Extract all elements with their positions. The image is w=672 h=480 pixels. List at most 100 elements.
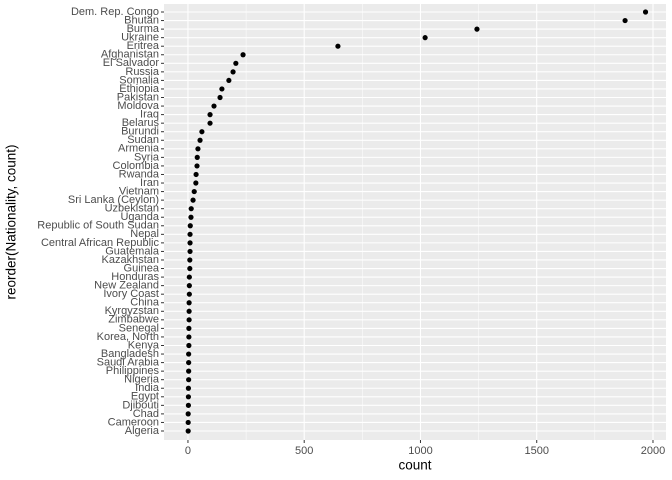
y-tick-label: Iran (140, 177, 159, 189)
y-tick-label: Philippines (106, 365, 160, 377)
point (186, 334, 192, 340)
y-tick-label: Uzbekistan (105, 203, 159, 215)
point (219, 86, 225, 92)
point (194, 163, 200, 169)
y-tick-label: Syria (134, 151, 160, 163)
y-tick-label: Iraq (140, 109, 159, 121)
point (186, 308, 192, 314)
panel (164, 4, 666, 440)
y-tick-label: El Salvador (103, 57, 160, 69)
y-tick-label: Somalia (119, 74, 160, 86)
y-tick-label: Guatemala (105, 245, 160, 257)
point (207, 120, 213, 126)
point (622, 17, 628, 24)
y-tick-label: Russia (125, 66, 160, 78)
y-tick-label: Nepal (130, 228, 159, 240)
y-tick-label: Kenya (128, 339, 160, 351)
y-tick-label: Sudan (127, 134, 159, 146)
point (188, 206, 194, 212)
y-tick-label: Algeria (125, 425, 160, 437)
y-tick-label: Colombia (113, 160, 160, 172)
y-tick-label: Bangladesh (101, 348, 159, 360)
x-tick-label: 500 (295, 445, 313, 457)
y-tick-label: Zimbabwe (108, 314, 159, 326)
y-tick-label: Cameroon (108, 416, 159, 428)
y-tick-label: Vietnam (119, 185, 159, 197)
point (185, 419, 191, 426)
point (186, 377, 192, 383)
y-tick-label: Kazakhstan (102, 254, 159, 266)
y-tick-label: Bhutan (124, 14, 159, 26)
point (217, 94, 223, 101)
point (193, 171, 199, 178)
point (194, 154, 200, 160)
x-tick-label: 1000 (408, 445, 432, 457)
point (422, 35, 428, 41)
y-tick-label: Armenia (118, 143, 160, 155)
point (187, 240, 193, 246)
point (187, 223, 193, 229)
y-tick-label: Uganda (120, 211, 159, 223)
point (197, 137, 203, 143)
y-tick-label: Egypt (131, 391, 159, 403)
y-tick-label: Burundi (121, 126, 159, 138)
point (185, 402, 192, 408)
point (642, 9, 649, 15)
point (185, 394, 192, 400)
x-tick-label: 2000 (641, 445, 665, 457)
y-tick-label: Honduras (111, 271, 159, 283)
point (187, 257, 193, 263)
y-tick-label: Ukraine (121, 32, 159, 44)
point (186, 325, 192, 331)
y-tick-label: Nigeria (124, 374, 160, 386)
y-tick-label: New Zealand (94, 280, 159, 292)
point (199, 129, 205, 135)
point (185, 428, 191, 434)
y-tick-label: Republic of South Sudan (37, 220, 159, 232)
y-tick-label: Moldova (117, 100, 159, 112)
point (188, 214, 194, 220)
point (233, 60, 239, 66)
y-tick-label: Rwanda (119, 168, 160, 180)
y-tick-label: India (135, 382, 160, 394)
y-tick-label: Chad (133, 408, 159, 420)
point (187, 231, 193, 237)
x-axis-title: count (398, 458, 431, 473)
point (186, 351, 192, 357)
point (195, 146, 201, 152)
y-tick-label: Pakistan (117, 91, 159, 103)
y-tick-label: Afghanistan (101, 49, 159, 61)
y-tick-label: Sri Lanka (Ceylon) (68, 194, 159, 206)
point (211, 103, 217, 109)
x-tick-label: 0 (185, 445, 191, 457)
point (186, 291, 192, 297)
y-tick-label: Eritrea (127, 40, 160, 52)
point (186, 359, 192, 366)
point (186, 300, 192, 306)
y-tick-label: Ivory Coast (103, 288, 159, 300)
point (240, 52, 246, 58)
point (186, 283, 192, 289)
point (226, 77, 232, 84)
y-tick-label: Guinea (124, 262, 160, 274)
y-tick-label: Burma (127, 23, 160, 35)
point (474, 26, 480, 32)
point (230, 69, 236, 75)
point (185, 411, 191, 417)
y-tick-label: Dem. Rep. Congo (71, 6, 159, 18)
y-tick-label: Saudi Arabia (97, 356, 160, 368)
y-tick-label: Ethiopia (119, 83, 160, 95)
point (186, 368, 192, 374)
point (335, 43, 341, 49)
y-axis-title: reorder(Nationality, count) (4, 144, 19, 299)
point (193, 180, 199, 186)
y-tick-label: Central African Republic (41, 237, 160, 249)
point (186, 317, 192, 323)
y-tick-label: Djibouti (122, 399, 159, 411)
point (186, 342, 192, 349)
y-tick-label: China (130, 297, 160, 309)
y-tick-label: Belarus (122, 117, 160, 129)
point (185, 385, 192, 391)
point (186, 274, 192, 280)
